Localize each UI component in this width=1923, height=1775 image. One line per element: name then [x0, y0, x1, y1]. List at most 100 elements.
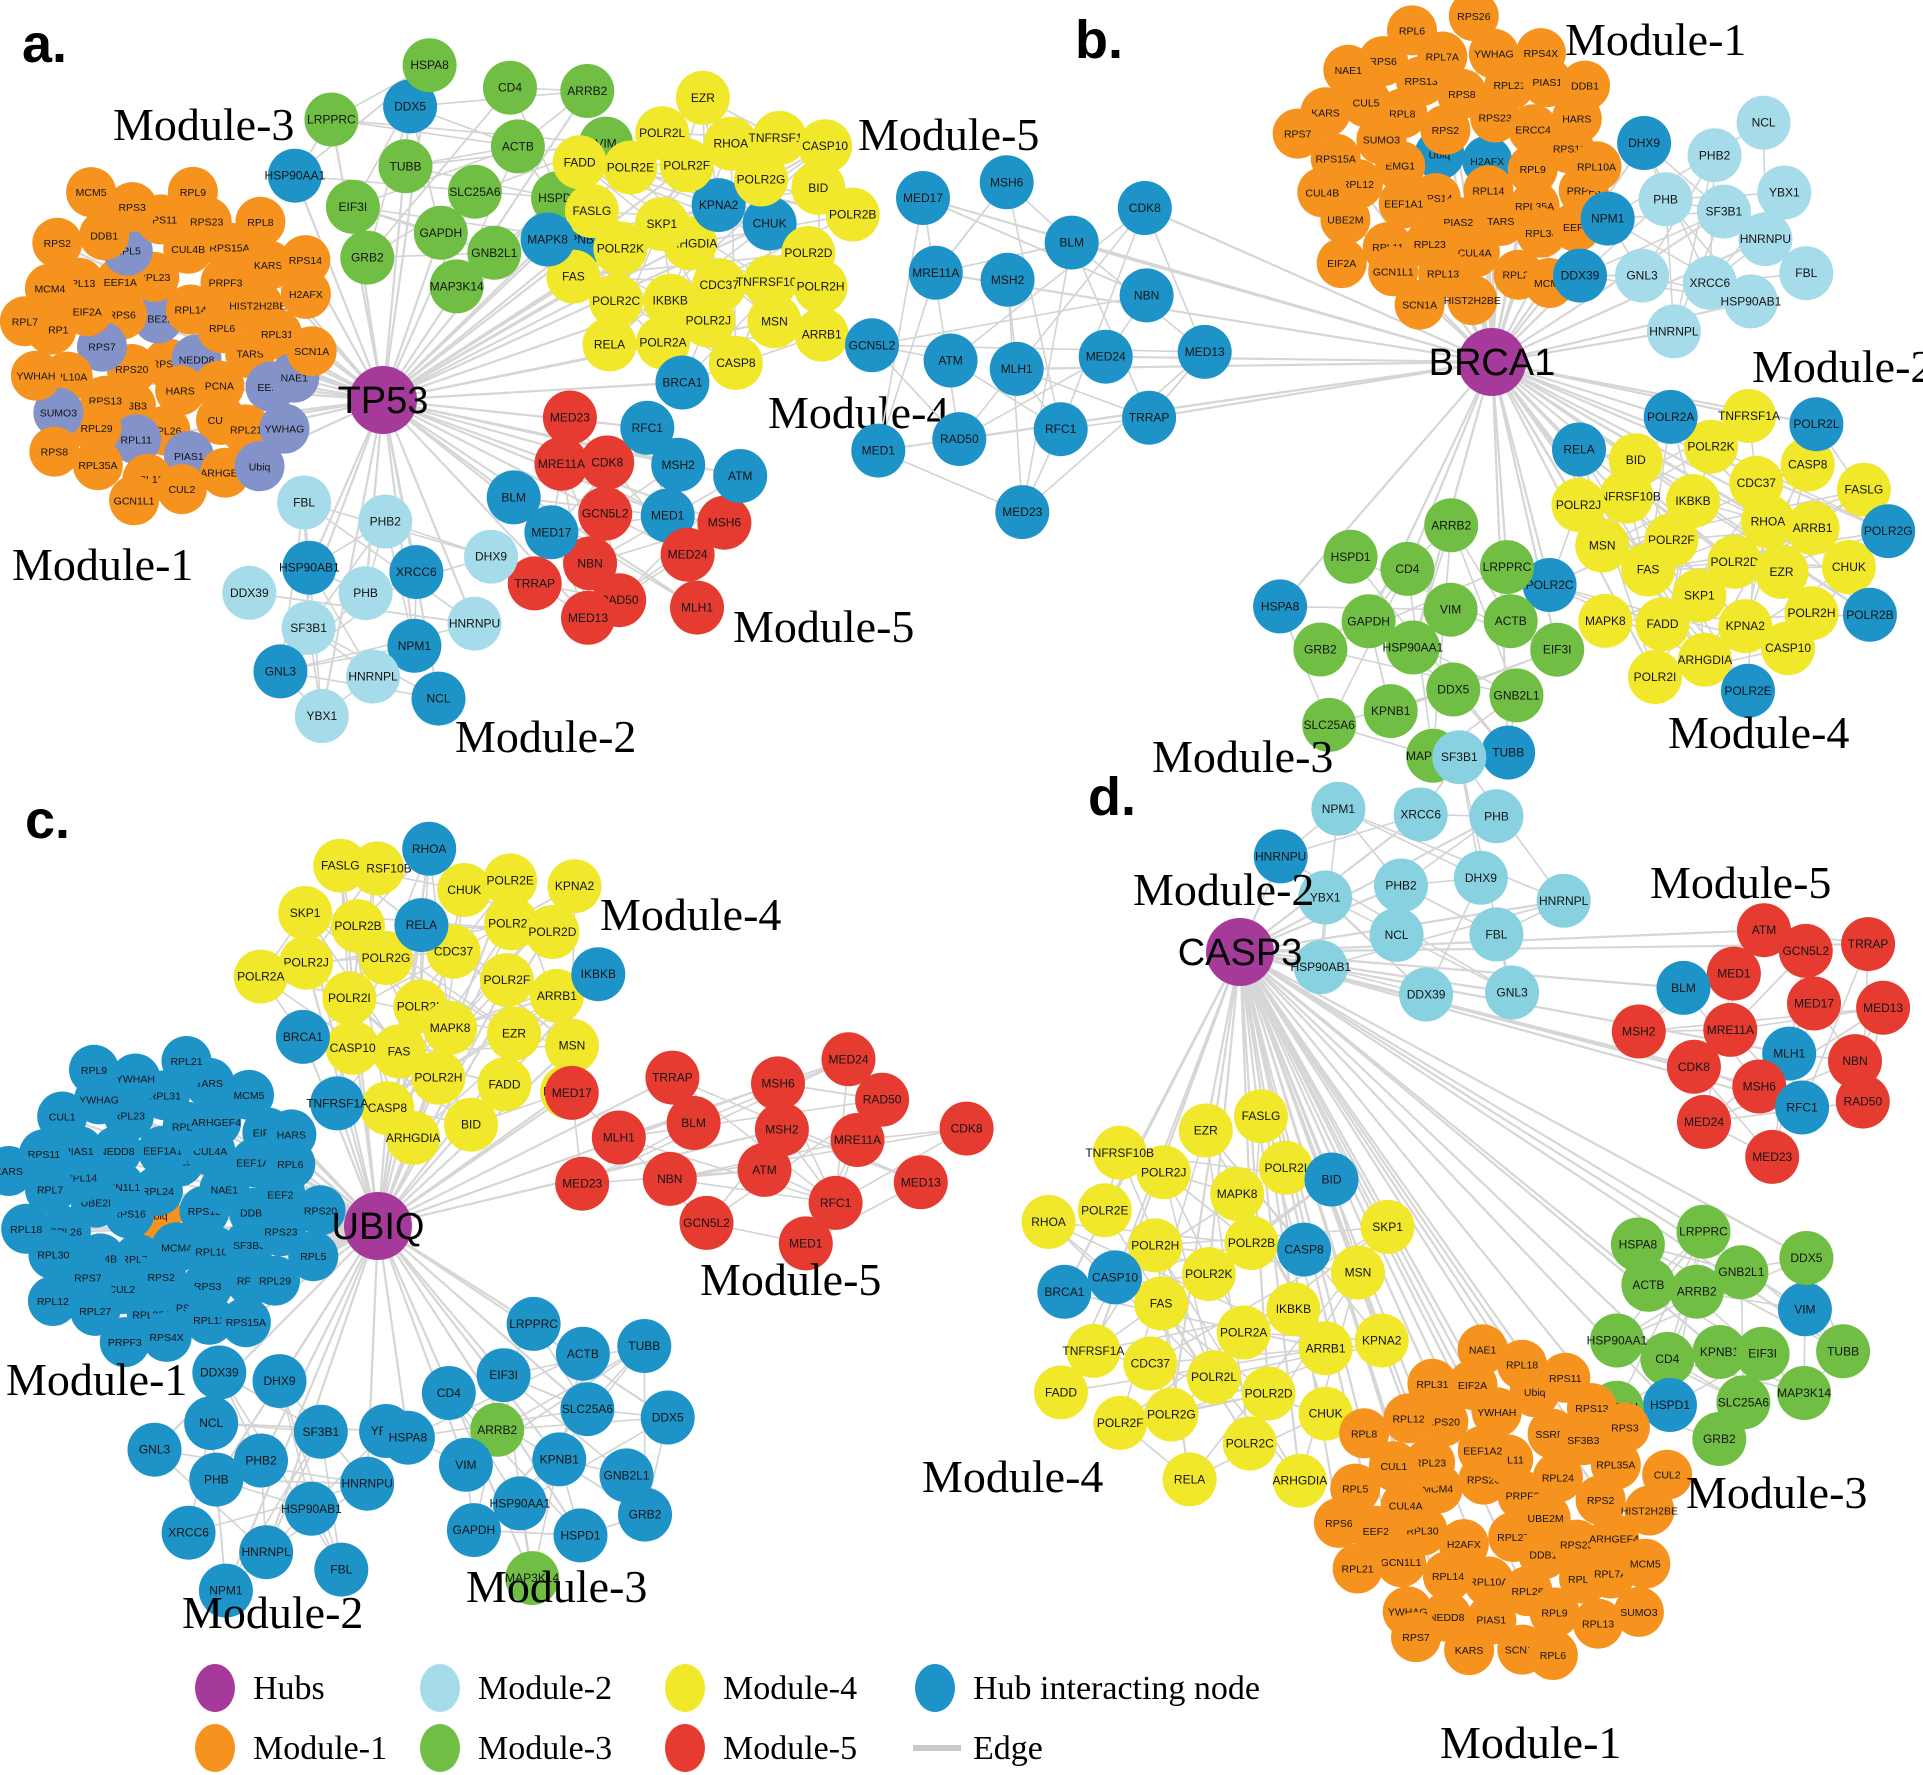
node-XRCC6[interactable]: XRCC6: [161, 1505, 216, 1560]
gene-node-circle[interactable]: [1122, 390, 1177, 445]
node-KPNA2[interactable]: KPNA2: [1354, 1313, 1409, 1368]
gene-node-circle[interactable]: [923, 333, 978, 388]
gene-node-circle[interactable]: [10, 350, 61, 401]
gene-node-circle[interactable]: [618, 1487, 672, 1542]
node-MED23[interactable]: MED23: [555, 1156, 610, 1211]
node-POLR2K[interactable]: POLR2K: [1181, 1247, 1236, 1302]
gene-node-circle[interactable]: [645, 1050, 700, 1105]
gene-node-circle[interactable]: [617, 1319, 672, 1373]
node-HNRNPU[interactable]: HNRNPU: [1253, 829, 1308, 884]
gene-node-circle[interactable]: [1723, 274, 1778, 329]
gene-node-circle[interactable]: [1757, 165, 1812, 220]
gene-node-circle[interactable]: [252, 1354, 307, 1409]
node-CHUK[interactable]: CHUK: [1821, 540, 1876, 594]
node-TUBB[interactable]: TUBB: [378, 139, 433, 194]
gene-node-circle[interactable]: [555, 1326, 610, 1381]
node-GCN1L1[interactable]: GCN1L1: [1368, 246, 1419, 297]
node-MED1[interactable]: MED1: [851, 423, 906, 478]
node-HNRNPL[interactable]: HNRNPL: [1646, 304, 1701, 359]
node-HSPD1[interactable]: HSPD1: [1323, 529, 1378, 584]
gene-node-circle[interactable]: [1620, 1538, 1671, 1589]
gene-node-circle[interactable]: [281, 600, 336, 655]
node-MSN[interactable]: MSN: [545, 1018, 599, 1073]
node-YBX1[interactable]: YBX1: [1298, 870, 1353, 925]
node-GCN5L2[interactable]: GCN5L2: [679, 1195, 734, 1250]
gene-node-circle[interactable]: [542, 390, 597, 445]
node-POLR2I[interactable]: POLR2I: [322, 971, 377, 1026]
node-MSH6[interactable]: MSH6: [751, 1056, 805, 1111]
gene-node-circle[interactable]: [310, 1076, 365, 1131]
node-POLR2E[interactable]: POLR2E: [483, 853, 538, 908]
node-YWHAH[interactable]: YWHAH: [10, 350, 61, 401]
node-TRRAP[interactable]: TRRAP: [1841, 917, 1896, 972]
gene-node-circle[interactable]: [1677, 632, 1732, 687]
gene-node-circle[interactable]: [1369, 907, 1424, 962]
node-CASP10[interactable]: CASP10: [1761, 621, 1816, 676]
node-RPL8[interactable]: RPL8: [1339, 1408, 1390, 1459]
node-KPNB1[interactable]: KPNB1: [532, 1432, 587, 1487]
node-ARHGDIA[interactable]: ARHGDIA: [1677, 632, 1733, 687]
node-CDK8[interactable]: CDK8: [1117, 181, 1172, 235]
node-GAPDH[interactable]: GAPDH: [1341, 594, 1396, 649]
gene-node-circle[interactable]: [66, 167, 117, 218]
node-HSPA8[interactable]: HSPA8: [402, 38, 457, 93]
gene-node-circle[interactable]: [553, 1508, 608, 1563]
gene-node-circle[interactable]: [1088, 1250, 1142, 1305]
gene-node-circle[interactable]: [1703, 1002, 1758, 1057]
node-SLC25A6[interactable]: SLC25A6: [1302, 697, 1357, 752]
gene-node-circle[interactable]: [467, 225, 522, 280]
node-MSH2[interactable]: MSH2: [651, 437, 706, 492]
gene-node-circle[interactable]: [1216, 1305, 1271, 1360]
gene-node-circle[interactable]: [1078, 329, 1133, 384]
gene-node-circle[interactable]: [655, 355, 710, 410]
node-HSPA8[interactable]: HSPA8: [1253, 579, 1308, 634]
node-RPL29[interactable]: RPL29: [71, 403, 122, 454]
node-RPL24[interactable]: RPL24: [1532, 1452, 1583, 1503]
node-MED24[interactable]: MED24: [660, 527, 715, 582]
node-RPL11[interactable]: RPL11: [111, 414, 162, 465]
gene-node-circle[interactable]: [751, 1056, 805, 1111]
node-VIM[interactable]: VIM: [1777, 1282, 1832, 1337]
node-BID[interactable]: BID: [1608, 433, 1663, 488]
gene-node-circle[interactable]: [1666, 1039, 1721, 1094]
gene-node-circle[interactable]: [1571, 141, 1622, 192]
gene-node-circle[interactable]: [560, 1382, 615, 1437]
node-RPL8[interactable]: RPL8: [235, 196, 286, 247]
gene-node-circle[interactable]: [1735, 1326, 1790, 1381]
gene-node-circle[interactable]: [525, 905, 580, 959]
gene-node-circle[interactable]: [1469, 907, 1524, 962]
node-ATM[interactable]: ATM: [713, 449, 768, 503]
node-FBL[interactable]: FBL: [1469, 907, 1524, 962]
gene-node-circle[interactable]: [447, 596, 502, 651]
node-HIST2H2BE[interactable]: HIST2H2BE: [1444, 275, 1501, 326]
node-SUMO3[interactable]: SUMO3: [1356, 114, 1407, 165]
node-POLR2C[interactable]: POLR2C: [1222, 1416, 1277, 1471]
node-TNFRSF1A[interactable]: TNFRSF1A: [748, 110, 811, 165]
node-MCM5[interactable]: MCM5: [1620, 1538, 1671, 1589]
gene-node-circle[interactable]: [29, 426, 80, 477]
node-RHOA[interactable]: RHOA: [1021, 1194, 1076, 1249]
gene-node-circle[interactable]: [1532, 1452, 1583, 1503]
node-MED23[interactable]: MED23: [1745, 1129, 1800, 1184]
node-POLR2J[interactable]: POLR2J: [1551, 478, 1606, 532]
node-SCN1A[interactable]: SCN1A: [1394, 279, 1445, 330]
gene-node-circle[interactable]: [37, 1091, 88, 1142]
gene-node-circle[interactable]: [69, 1044, 119, 1095]
node-RPL31[interactable]: RPL31: [1407, 1358, 1458, 1409]
gene-node-circle[interactable]: [1732, 1059, 1787, 1114]
node-RPL5[interactable]: RPL5: [288, 1231, 339, 1282]
gene-node-circle[interactable]: [636, 315, 690, 370]
node-RPS4X[interactable]: RPS4X: [141, 1311, 192, 1362]
gene-node-circle[interactable]: [192, 1345, 247, 1400]
node-CUL2[interactable]: CUL2: [156, 464, 207, 515]
node-RPL10A[interactable]: RPL10A: [1571, 141, 1622, 192]
gene-node-circle[interactable]: [1638, 172, 1693, 227]
node-RPL9[interactable]: RPL9: [1507, 144, 1558, 195]
node-RFC1[interactable]: RFC1: [808, 1175, 863, 1230]
hub-UBIQ[interactable]: UBIQ: [332, 1192, 425, 1260]
node-TRRAP[interactable]: TRRAP: [1122, 390, 1177, 445]
node-MED13[interactable]: MED13: [1177, 324, 1232, 379]
node-NCL[interactable]: NCL: [411, 671, 466, 726]
gene-node-circle[interactable]: [1298, 1386, 1353, 1441]
gene-node-circle[interactable]: [421, 1366, 476, 1420]
